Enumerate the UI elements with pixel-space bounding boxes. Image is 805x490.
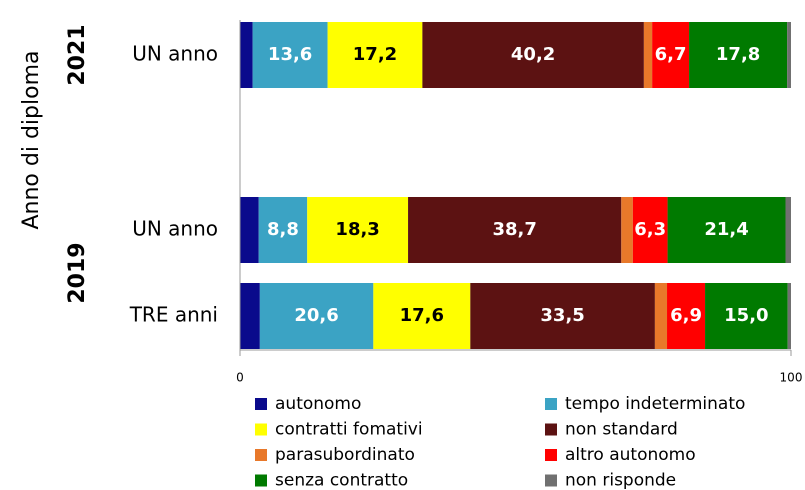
data-label: 18,3 bbox=[335, 219, 379, 240]
bar-segment bbox=[470, 283, 655, 349]
y-tick-label: TRE anni bbox=[129, 303, 218, 327]
bar-segment bbox=[632, 197, 668, 263]
data-label: 40,2 bbox=[511, 44, 555, 65]
data-label: 33,5 bbox=[540, 305, 584, 326]
bar-segment bbox=[327, 22, 423, 88]
legend-label: non risponde bbox=[565, 471, 676, 490]
bar-segment bbox=[259, 283, 374, 349]
data-label: 20,6 bbox=[294, 305, 338, 326]
data-label: 8,8 bbox=[267, 219, 299, 240]
data-label: 6,7 bbox=[655, 44, 687, 65]
legend-swatch bbox=[255, 423, 267, 436]
legend-label: parasubordinato bbox=[275, 445, 415, 465]
y-axis-title: Anno di diploma bbox=[19, 51, 44, 230]
data-label: 13,6 bbox=[268, 44, 312, 65]
legend-label: senza contratto bbox=[275, 471, 408, 490]
x-tick-label: 0 bbox=[236, 371, 244, 385]
legend-swatch bbox=[545, 474, 557, 487]
bar-segment bbox=[787, 22, 791, 88]
bar-segment bbox=[787, 283, 791, 349]
data-label: 17,8 bbox=[716, 44, 760, 65]
data-label: 17,2 bbox=[353, 44, 397, 65]
legend-swatch bbox=[545, 398, 557, 410]
data-label: 6,3 bbox=[634, 219, 666, 240]
data-label: 21,4 bbox=[704, 219, 748, 240]
legend-label: autonomo bbox=[275, 394, 361, 414]
bar-segment bbox=[422, 22, 644, 88]
bar-segment bbox=[689, 22, 788, 88]
bar-segment bbox=[705, 283, 788, 349]
legend-swatch bbox=[545, 449, 557, 461]
bar-segment bbox=[373, 283, 471, 349]
x-tick-label: 100 bbox=[780, 371, 803, 385]
bar-segment bbox=[258, 197, 308, 263]
bar-segment bbox=[654, 283, 668, 349]
legend-label: tempo indeterminato bbox=[565, 394, 745, 414]
group-label: 2019 bbox=[65, 242, 90, 303]
data-label: 38,7 bbox=[492, 219, 536, 240]
legend-swatch bbox=[255, 398, 267, 410]
data-label: 17,6 bbox=[400, 305, 444, 326]
data-label: 15,0 bbox=[724, 305, 768, 326]
bar-segment bbox=[408, 197, 622, 263]
bar-segment bbox=[785, 197, 791, 263]
bar-segment bbox=[652, 22, 690, 88]
legend-swatch bbox=[255, 474, 267, 487]
bar-segment bbox=[643, 22, 653, 88]
y-tick-label: UN anno bbox=[132, 42, 218, 66]
bar-segment bbox=[252, 22, 328, 88]
legend-label: contratti fomativi bbox=[275, 420, 423, 440]
group-label: 2021 bbox=[65, 24, 90, 85]
legend-swatch bbox=[545, 423, 557, 436]
legend-swatch bbox=[255, 449, 267, 461]
bar-segment bbox=[307, 197, 409, 263]
bar-segment bbox=[240, 197, 259, 263]
y-tick-label: UN anno bbox=[132, 217, 218, 241]
bar-segment bbox=[667, 283, 706, 349]
bar-segment bbox=[621, 197, 633, 263]
bar-segment bbox=[240, 22, 253, 88]
legend-label: non standard bbox=[565, 420, 678, 440]
bar-segment bbox=[667, 197, 786, 263]
bar-segment bbox=[240, 283, 260, 349]
data-label: 6,9 bbox=[670, 305, 702, 326]
legend-label: altro autonomo bbox=[565, 445, 696, 465]
